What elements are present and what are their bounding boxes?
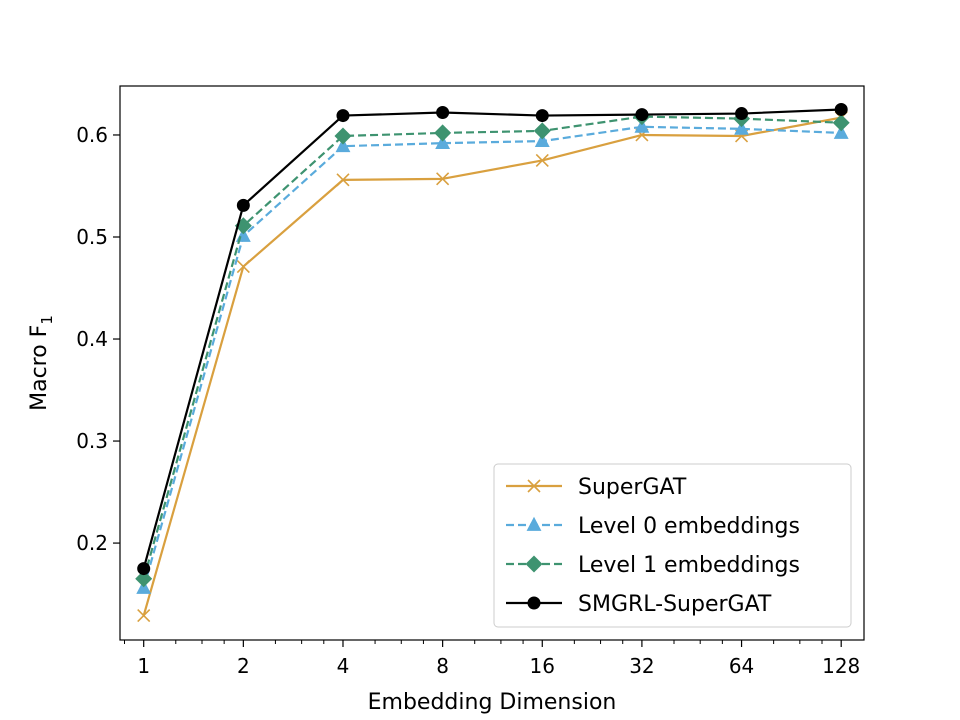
data-point (832, 114, 850, 132)
x-axis-label: Embedding Dimension (368, 690, 617, 715)
data-point (435, 134, 451, 150)
legend-label: Level 1 embeddings (578, 553, 800, 578)
data-point (526, 516, 542, 531)
data-point (534, 132, 550, 147)
series-line (142, 115, 842, 580)
data-point (535, 153, 549, 168)
y-tick-label: 0.3 (76, 429, 108, 453)
data-point (335, 137, 351, 153)
legend-label: SMGRL-SuperGAT (578, 592, 772, 617)
data-point (527, 479, 541, 493)
series-line (142, 116, 842, 616)
x-tick-label: 128 (822, 654, 860, 678)
series-line (142, 108, 842, 569)
data-point (336, 109, 350, 123)
plot-frame (119, 85, 865, 641)
x-tick-label: 32 (629, 654, 654, 678)
series-smgrl-supergat (137, 102, 848, 576)
series-supergat (137, 111, 848, 623)
legend-entry: Level 1 embeddings (506, 553, 800, 578)
data-point (137, 608, 151, 623)
y-tick-label: 0.6 (76, 123, 108, 147)
legend-box (493, 463, 852, 628)
x-tick-label: 1 (137, 654, 150, 678)
legend-entry: SuperGAT (506, 475, 687, 500)
data-point (525, 555, 543, 573)
y-axis-label-main: Macro F (27, 325, 52, 411)
data-point (634, 118, 650, 133)
y-tick-label: 0.2 (76, 531, 108, 555)
data-point (334, 127, 352, 145)
data-point (734, 120, 749, 135)
data-point (135, 570, 153, 588)
x-tick-label: 8 (436, 654, 449, 678)
y-tick-label: 0.5 (76, 225, 108, 249)
legend-entry: SMGRL-SuperGAT (506, 592, 772, 617)
data-point (635, 108, 649, 122)
data-point (436, 106, 450, 120)
y-axis: 0.2 0.3 0.4 0.5 0.6 (76, 123, 120, 555)
data-point (833, 124, 849, 139)
series-layer (135, 102, 850, 623)
x-tick-label: 4 (337, 654, 350, 678)
legend: SuperGAT Level 0 embeddings Level 1 embedd… (493, 463, 852, 628)
data-point (434, 124, 452, 142)
series-line (142, 125, 842, 589)
data-point (533, 122, 551, 140)
x-tick-label: 16 (530, 654, 555, 678)
data-point (436, 172, 450, 186)
data-point (137, 562, 151, 576)
y-tick-label: 0.4 (76, 327, 108, 351)
data-point (535, 109, 549, 123)
data-point (735, 107, 749, 121)
legend-label: SuperGAT (578, 475, 687, 500)
x-tick-label: 64 (729, 654, 754, 678)
series-level-0-embeddings (136, 118, 849, 594)
data-point (236, 198, 250, 212)
legend-entry: Level 0 embeddings (506, 514, 800, 539)
data-point (336, 173, 350, 187)
data-point (236, 260, 250, 274)
legend-label: Level 0 embeddings (578, 514, 800, 539)
x-axis: 1 2 4 8 16 32 64 128 (124, 640, 860, 678)
y-axis-label-subscript: 1 (38, 315, 56, 325)
data-point (527, 596, 541, 610)
data-point (834, 102, 848, 116)
y-axis-label: Macro F1 (27, 315, 56, 411)
x-tick-label: 2 (237, 654, 250, 678)
